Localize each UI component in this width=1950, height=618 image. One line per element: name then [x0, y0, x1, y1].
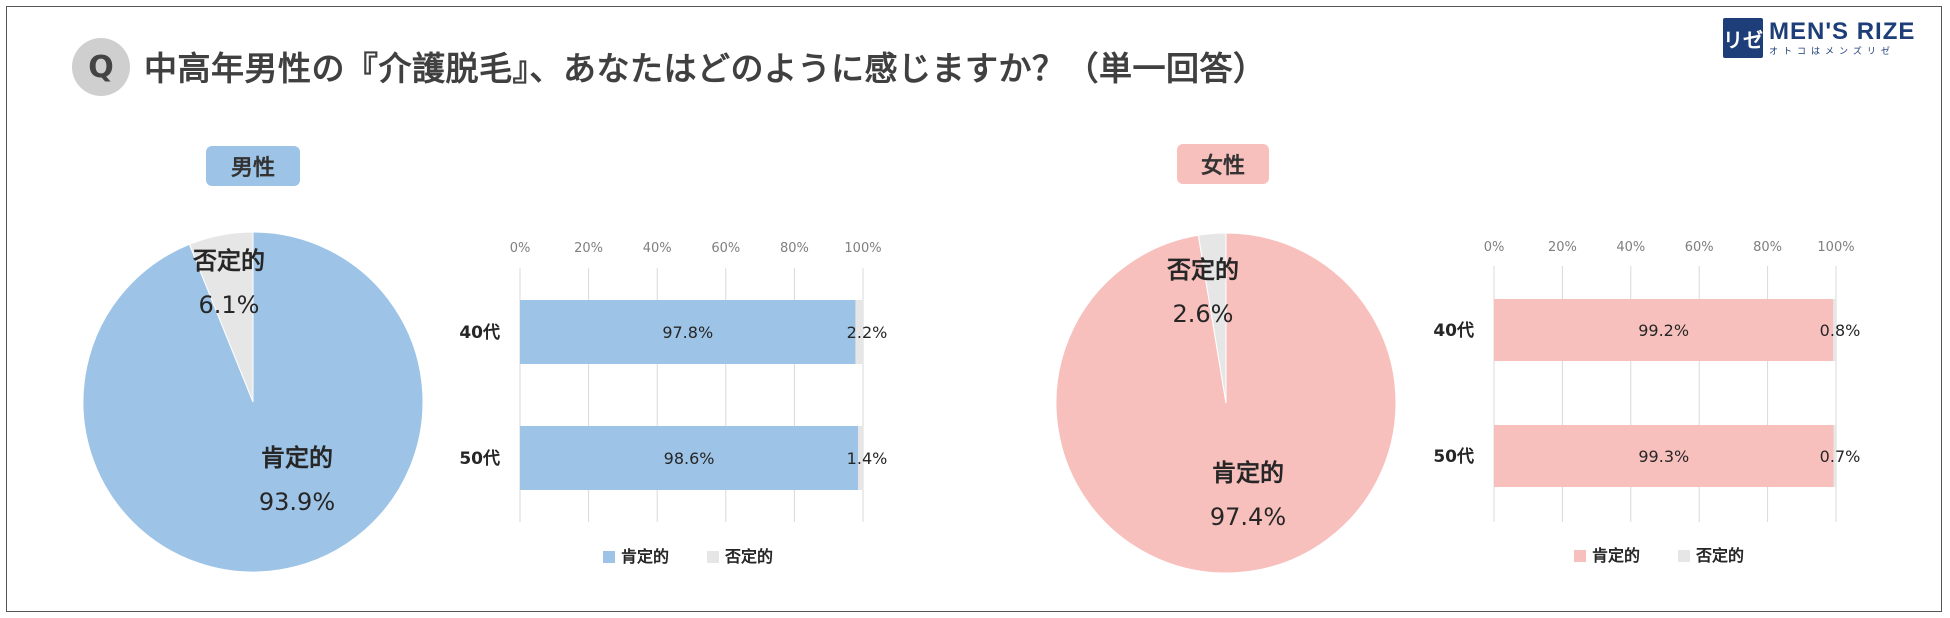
- female-category-label-0: 40代: [1433, 320, 1474, 341]
- male-data-label-1-1: 1.4%: [847, 449, 888, 468]
- male-legend-label-0: 肯定的: [621, 547, 669, 566]
- female-bar-1-1: [1833, 425, 1836, 487]
- male-pie-label-1: 否定的: [192, 247, 265, 275]
- female-legend-swatch-1: [1678, 550, 1690, 562]
- male-data-label-1-0: 98.6%: [664, 449, 715, 468]
- female-x-tick-5: 100%: [1817, 240, 1854, 255]
- female-data-label-0-1: 0.8%: [1820, 321, 1861, 340]
- brand-logo: リゼ MEN'S RIZE オトコはメンズリゼ: [1723, 18, 1915, 58]
- male-pie-value-1: 6.1%: [199, 291, 260, 319]
- male-data-label-0-0: 97.8%: [662, 323, 713, 342]
- logo-sub: オトコはメンズリゼ: [1769, 46, 1895, 57]
- male-category-label-0: 40代: [459, 322, 500, 343]
- male-x-tick-5: 100%: [844, 241, 881, 256]
- female-pie-label-0: 肯定的: [1212, 459, 1284, 487]
- question-title: 中高年男性の『介護脱毛』、あなたはどのように感じますか？（単一回答）: [144, 49, 1267, 88]
- female-legend-label-1: 否定的: [1695, 546, 1744, 565]
- male-legend-swatch-1: [707, 551, 719, 563]
- female-bar-0-1: [1833, 299, 1836, 361]
- female-category-label-1: 50代: [1433, 446, 1474, 467]
- male-data-label-0-1: 2.2%: [847, 323, 888, 342]
- male-pie-value-0: 93.9%: [259, 488, 335, 516]
- female-bar-0-0: [1494, 299, 1834, 361]
- male-legend-swatch-0: [603, 551, 615, 563]
- logo-name: MEN'S RIZE: [1769, 17, 1916, 45]
- male-x-tick-1: 20%: [574, 241, 603, 256]
- question-badge: Q: [72, 38, 130, 96]
- female-pie-label-1: 否定的: [1166, 256, 1239, 284]
- female-x-tick-1: 20%: [1548, 240, 1577, 255]
- male-category-label-1: 50代: [459, 448, 500, 469]
- male-x-tick-0: 0%: [510, 241, 531, 256]
- male-group-label: 男性: [206, 146, 300, 186]
- female-x-tick-0: 0%: [1484, 240, 1505, 255]
- logo-text: MEN'S RIZE オトコはメンズリゼ: [1769, 17, 1916, 57]
- female-group-label: 女性: [1177, 144, 1269, 184]
- male-bar-1-0: [520, 426, 859, 490]
- male-pie-slice-1: [188, 231, 254, 403]
- male-bar-1-1: [858, 426, 863, 490]
- female-x-tick-4: 80%: [1753, 240, 1782, 255]
- male-x-tick-4: 80%: [780, 241, 809, 256]
- male-x-tick-2: 40%: [643, 241, 672, 256]
- female-pie-value-0: 97.4%: [1210, 503, 1286, 531]
- female-x-tick-2: 40%: [1616, 240, 1645, 255]
- female-data-label-0-0: 99.2%: [1638, 321, 1689, 340]
- female-legend-label-0: 肯定的: [1592, 546, 1640, 565]
- male-legend-label-1: 否定的: [724, 547, 773, 566]
- female-pie-value-1: 2.6%: [1173, 300, 1234, 328]
- female-legend-swatch-0: [1574, 550, 1586, 562]
- male-x-tick-3: 60%: [711, 241, 740, 256]
- female-pie-slice-1: [1197, 232, 1227, 404]
- male-bar-0-0: [520, 300, 856, 364]
- outer-frame: [6, 6, 1942, 612]
- female-bar-1-0: [1494, 425, 1834, 487]
- female-data-label-1-0: 99.3%: [1638, 447, 1689, 466]
- male-pie-label-0: 肯定的: [261, 444, 333, 472]
- female-data-label-1-1: 0.7%: [1820, 447, 1861, 466]
- female-x-tick-3: 60%: [1685, 240, 1714, 255]
- logo-mark: リゼ: [1723, 18, 1763, 58]
- male-bar-0-1: [855, 300, 863, 364]
